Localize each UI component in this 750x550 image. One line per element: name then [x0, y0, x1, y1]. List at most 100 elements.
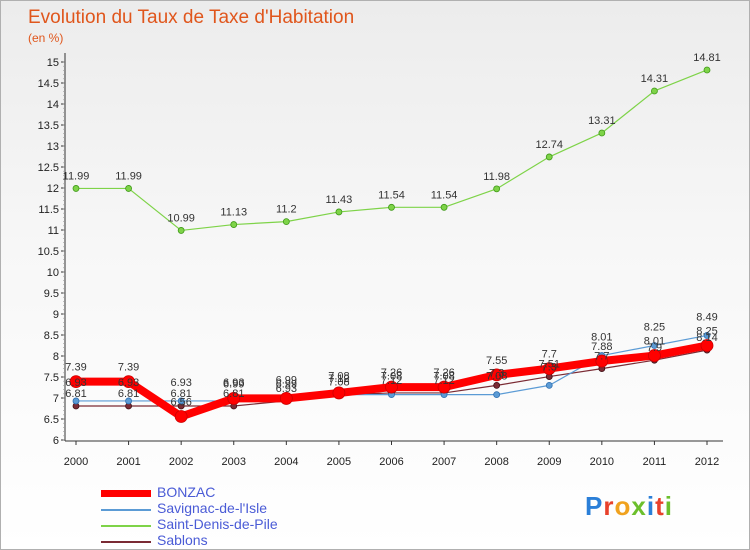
data-point [335, 208, 343, 216]
data-label: 7.55 [486, 355, 507, 367]
data-point [332, 386, 346, 400]
chart-title: Evolution du Taux de Taxe d'Habitation [28, 7, 355, 28]
data-label: 7.3 [489, 367, 504, 379]
data-label: 7.08 [328, 377, 349, 389]
legend-swatch [101, 525, 151, 527]
data-label: 11.99 [115, 170, 142, 182]
logo-letter: r [603, 491, 615, 521]
data-point [174, 410, 188, 423]
x-tick-label: 2002 [169, 456, 193, 468]
data-point [493, 185, 501, 193]
y-tick-label: 12.5 [38, 162, 59, 174]
x-tick-label: 2008 [484, 456, 508, 468]
legend-label: Saint-Denis-de-Pile [157, 516, 278, 532]
x-tick-label: 2006 [379, 456, 403, 468]
y-tick-label: 13 [47, 141, 59, 153]
data-label: 8.01 [591, 332, 612, 344]
data-point [545, 381, 553, 389]
data-point [122, 375, 135, 389]
data-point [230, 221, 238, 228]
data-point [440, 203, 448, 211]
data-label: 8.25 [644, 322, 665, 334]
data-label: 7.12 [328, 373, 349, 385]
data-label: 11.2 [276, 204, 297, 216]
logo-letter: P [585, 491, 604, 521]
data-label: 6.93 [170, 377, 191, 389]
data-label: 8.25 [696, 326, 717, 338]
data-label: 6.93 [65, 377, 86, 389]
data-point [651, 342, 658, 349]
data-point [227, 392, 241, 405]
y-tick-label: 9 [53, 309, 59, 321]
y-tick-label: 14.5 [38, 78, 59, 90]
data-point [437, 380, 451, 394]
data-point [598, 129, 606, 137]
y-tick-label: 8.5 [44, 330, 59, 342]
data-point [385, 380, 398, 394]
data-label: 10.99 [167, 212, 195, 224]
data-point [493, 391, 501, 399]
y-tick-label: 7 [53, 393, 59, 405]
data-label: 6.81 [170, 388, 191, 400]
legend-swatch [101, 509, 151, 511]
legend-swatch [101, 541, 151, 543]
data-label: 6.99 [276, 378, 297, 390]
y-tick-label: 9.5 [44, 288, 59, 300]
data-label: 7.7 [542, 349, 557, 361]
y-tick-label: 6 [53, 435, 59, 447]
data-label: 7.08 [486, 371, 507, 383]
data-label: 7.39 [118, 362, 139, 374]
data-point [72, 397, 80, 405]
data-label: 7.26 [381, 367, 402, 379]
legend-label: Savignac-de-l'Isle [157, 500, 268, 516]
data-label: 6.99 [223, 378, 244, 390]
data-point [490, 368, 504, 382]
y-tick-label: 11.5 [38, 204, 59, 216]
data-label: 7.12 [433, 375, 454, 387]
data-point [125, 397, 132, 405]
logo-letter: t [655, 491, 665, 521]
data-point [545, 153, 553, 161]
data-label: 7.08 [433, 371, 454, 383]
x-tick-label: 2009 [537, 456, 561, 468]
data-label: 13.31 [588, 115, 616, 127]
data-label: 7.39 [65, 362, 86, 374]
data-label: 7.9 [647, 342, 662, 354]
data-label: 7.7 [594, 351, 609, 363]
data-point [493, 381, 501, 389]
x-tick-label: 2011 [643, 456, 667, 468]
data-point [651, 87, 658, 95]
data-point [542, 362, 556, 376]
data-label: 11.99 [63, 170, 90, 182]
y-tick-label: 10.5 [38, 246, 59, 258]
data-point [648, 349, 661, 362]
data-point [279, 392, 293, 405]
y-tick-label: 12 [47, 183, 59, 195]
x-tick-label: 2004 [274, 456, 298, 468]
data-point [700, 339, 714, 352]
data-label: 6.81 [65, 388, 86, 400]
data-point [595, 354, 609, 368]
data-label: 14.31 [641, 73, 669, 85]
x-tick-label: 2005 [327, 456, 351, 468]
x-tick-label: 2001 [116, 456, 140, 468]
data-label: 7.88 [591, 341, 612, 353]
data-label: 7.51 [539, 359, 560, 371]
y-tick-label: 15 [47, 57, 59, 69]
data-label: 8.14 [696, 332, 717, 344]
data-label: 6.93 [118, 377, 139, 389]
legend-label: Sablons [157, 532, 208, 548]
logo-letter: i [664, 491, 673, 521]
data-label: 7.3 [542, 361, 557, 373]
data-label: 12.74 [535, 139, 563, 151]
x-tick-label: 2007 [432, 456, 456, 468]
logo-letter: x [631, 491, 647, 521]
data-point [72, 185, 80, 192]
data-label: 7.26 [433, 367, 454, 379]
logo-letter: o [614, 491, 632, 521]
data-label: 11.43 [326, 194, 353, 206]
data-point [177, 397, 185, 405]
data-point [703, 332, 711, 339]
